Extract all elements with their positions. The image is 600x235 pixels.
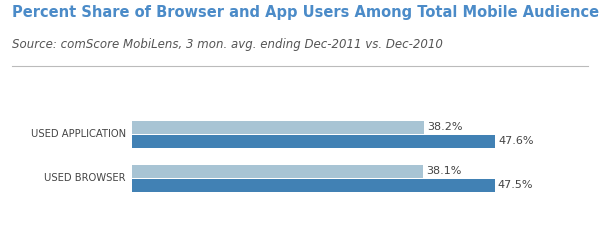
Text: Percent Share of Browser and App Users Among Total Mobile Audience: Percent Share of Browser and App Users A… (12, 5, 599, 20)
Text: 38.2%: 38.2% (427, 122, 462, 132)
Text: Source: comScore MobiLens, 3 mon. avg. ending Dec-2011 vs. Dec-2010: Source: comScore MobiLens, 3 mon. avg. e… (12, 38, 443, 51)
Text: 47.5%: 47.5% (498, 180, 533, 190)
Text: USED APPLICATION: USED APPLICATION (31, 129, 126, 139)
Text: 38.1%: 38.1% (426, 166, 461, 176)
Text: 47.6%: 47.6% (499, 136, 534, 146)
Text: USED BROWSER: USED BROWSER (44, 173, 126, 183)
Bar (132, 135, 496, 148)
Bar (132, 164, 423, 178)
Bar (132, 179, 495, 192)
Bar (132, 121, 424, 134)
